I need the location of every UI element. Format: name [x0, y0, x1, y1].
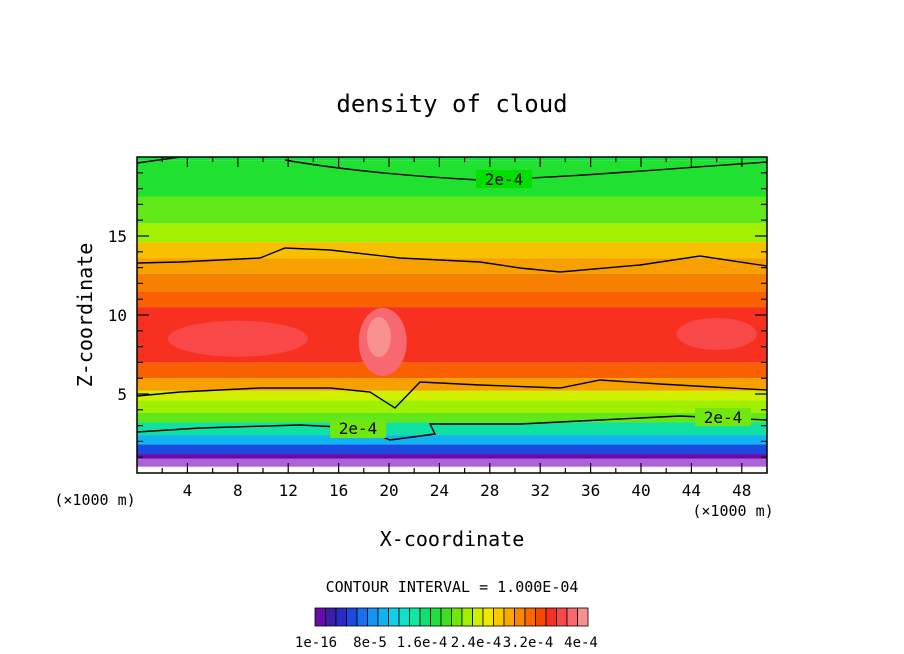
y-tick-labels: 5 10 15: [108, 227, 127, 404]
x-tick-label: 8: [233, 481, 243, 500]
density-band: [137, 444, 767, 455]
density-core-band: [167, 320, 308, 357]
colorbar-swatch: [388, 607, 400, 627]
colorbar-swatch: [503, 607, 515, 627]
colorbar-swatch: [577, 607, 589, 627]
colorbar-swatch: [514, 607, 526, 627]
contour-interval-label: CONTOUR INTERVAL = 1.000E-04: [326, 578, 579, 596]
density-band: [137, 242, 767, 259]
x-tick-labels: 4 8 12 16 20 24 28 32 36 40 44 48: [183, 481, 752, 500]
x-unit-left: (×1000 m): [54, 491, 135, 509]
contour-label-left: 2e-4: [339, 419, 378, 438]
density-core-band: [676, 317, 757, 350]
colorbar-swatch: [419, 607, 431, 627]
contour-line: [137, 247, 767, 273]
colorbar-label: 3.2e-4: [503, 635, 554, 651]
x-tick-label: 12: [279, 481, 298, 500]
density-band: [137, 223, 767, 243]
colorbar-swatch: [545, 607, 557, 627]
x-axis-label: X-coordinate: [380, 527, 525, 551]
colorbar-swatch: [493, 607, 505, 627]
colorbar-labels: 1e-16 8e-5 1.6e-4 2.4e-4 3.2e-4 4e-4: [295, 635, 598, 651]
y-axis-label: Z-coordinate: [73, 243, 97, 388]
colorbar-label: 1e-16: [295, 635, 337, 651]
contour-line: [137, 415, 767, 441]
contour-label-top: 2e-4: [485, 170, 524, 189]
colorbar-swatch: [430, 607, 442, 627]
x-tick-label: 24: [430, 481, 449, 500]
y-tick-label: 5: [117, 385, 127, 404]
density-band: [137, 258, 767, 274]
density-band: [137, 362, 767, 379]
x-tick-label: 48: [732, 481, 751, 500]
density-ground-band: [137, 458, 767, 467]
colorbar-swatch: [377, 607, 389, 627]
y-tick-label: 10: [108, 306, 127, 325]
colorbar-swatch: [566, 607, 578, 627]
contour-label-bg-top: [476, 170, 532, 188]
density-band: [137, 412, 767, 423]
density-bands: [137, 157, 767, 467]
colorbar-swatch: [451, 607, 463, 627]
colorbar-swatch: [335, 607, 347, 627]
x-tick-label: 28: [480, 481, 499, 500]
colorbar-swatch: [356, 607, 368, 627]
contour-label-right: 2e-4: [704, 408, 743, 427]
x-tick-label: 36: [581, 481, 600, 500]
colorbar-swatch: [409, 607, 421, 627]
density-peak: [366, 317, 391, 358]
chart-title: density of cloud: [336, 90, 567, 118]
contour-label-bg-right: [695, 408, 751, 426]
density-band: [137, 454, 767, 459]
colorbar-label: 2.4e-4: [451, 635, 502, 651]
colorbar-swatch: [482, 607, 494, 627]
contour-label-group: 2e-4 2e-4 2e-4: [330, 170, 751, 438]
x-tick-label: 16: [329, 481, 348, 500]
plot-field: [137, 157, 767, 473]
colorbar-swatch: [314, 607, 326, 627]
density-band: [137, 400, 767, 413]
colorbar-swatch: [367, 607, 379, 627]
colorbar: [314, 607, 589, 627]
colorbar-swatch: [346, 607, 358, 627]
colorbar-swatch: [524, 607, 536, 627]
colorbar-swatch: [461, 607, 473, 627]
density-band: [137, 291, 767, 308]
colorbar-swatch: [472, 607, 484, 627]
contour-label-bg-left: [330, 420, 386, 438]
colorbar-swatch: [440, 607, 452, 627]
density-band: [137, 390, 767, 401]
density-band: [137, 435, 767, 445]
colorbar-swatch: [325, 607, 337, 627]
density-band: [137, 196, 767, 224]
contour-line: [137, 379, 767, 409]
colorbar-swatch: [398, 607, 410, 627]
axis-ticks: [137, 157, 768, 473]
x-tick-label: 40: [631, 481, 650, 500]
x-unit-right: (×1000 m): [692, 502, 773, 520]
colorbar-label: 8e-5: [353, 635, 387, 651]
x-tick-label: 20: [379, 481, 398, 500]
x-tick-label: 44: [682, 481, 701, 500]
x-tick-label: 32: [531, 481, 550, 500]
density-band: [137, 157, 767, 161]
density-band: [137, 273, 767, 292]
y-tick-label: 15: [108, 227, 127, 246]
colorbar-label: 4e-4: [564, 635, 598, 651]
colorbar-swatch: [556, 607, 568, 627]
colorbar-swatch: [535, 607, 547, 627]
x-tick-label: 4: [183, 481, 193, 500]
colorbar-label: 1.6e-4: [397, 635, 448, 651]
